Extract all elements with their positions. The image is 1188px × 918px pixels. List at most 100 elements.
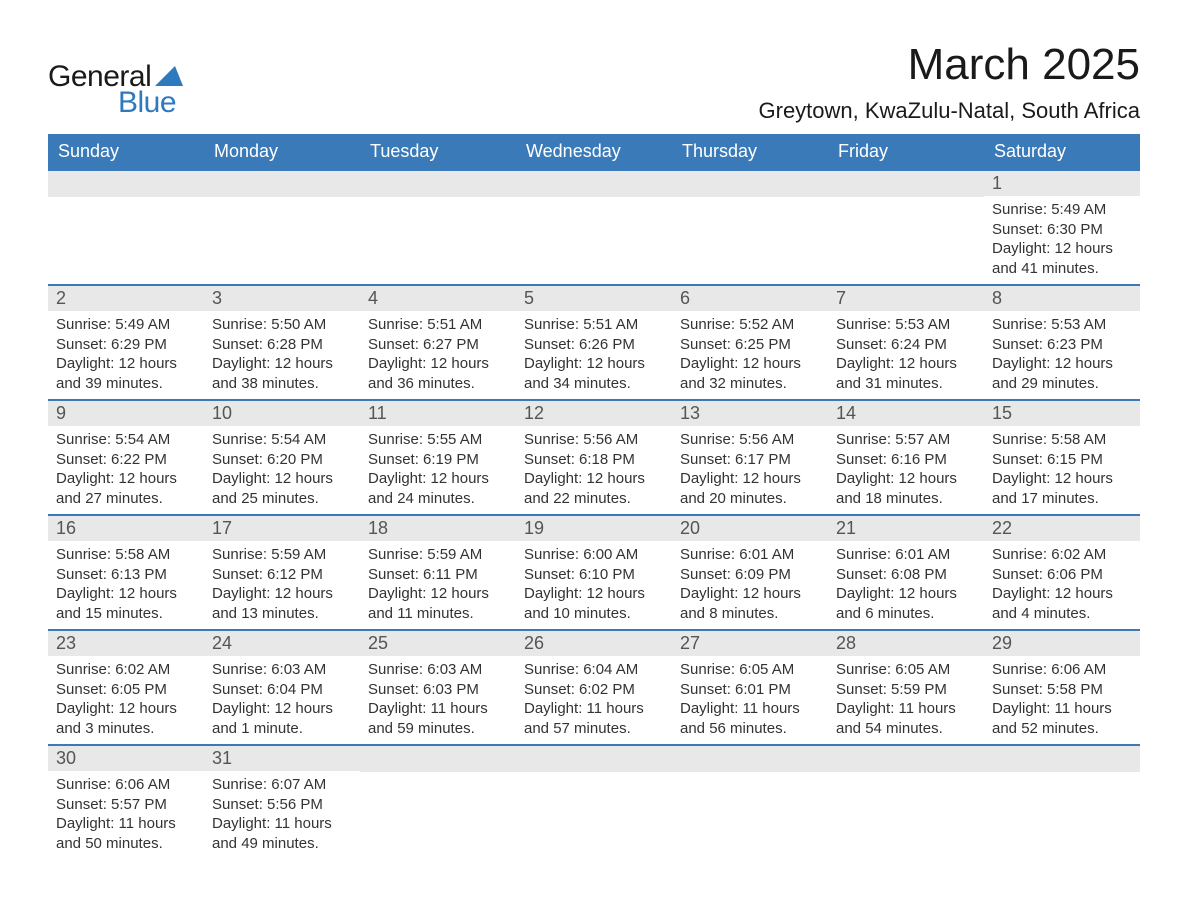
sunrise-line: Sunrise: 5:54 AM — [212, 430, 352, 450]
day-cell: 24Sunrise: 6:03 AMSunset: 6:04 PMDayligh… — [204, 629, 360, 744]
day-number: 15 — [984, 401, 1140, 426]
day-cell: 1Sunrise: 5:49 AMSunset: 6:30 PMDaylight… — [984, 169, 1140, 284]
day-body: Sunrise: 5:57 AMSunset: 6:16 PMDaylight:… — [828, 426, 984, 514]
day-body: Sunrise: 5:53 AMSunset: 6:23 PMDaylight:… — [984, 311, 1140, 399]
day-cell: 13Sunrise: 5:56 AMSunset: 6:17 PMDayligh… — [672, 399, 828, 514]
sunrise-line: Sunrise: 5:58 AM — [992, 430, 1132, 450]
sunset-line: Sunset: 6:19 PM — [368, 450, 508, 470]
sunset-line: Sunset: 6:29 PM — [56, 335, 196, 355]
empty-cell — [828, 744, 984, 859]
sunrise-line: Sunrise: 5:54 AM — [56, 430, 196, 450]
day-number: 9 — [48, 401, 204, 426]
brand-logo: General Blue — [48, 60, 183, 120]
sunset-line: Sunset: 6:06 PM — [992, 565, 1132, 585]
day-body: Sunrise: 6:04 AMSunset: 6:02 PMDaylight:… — [516, 656, 672, 744]
day-cell: 22Sunrise: 6:02 AMSunset: 6:06 PMDayligh… — [984, 514, 1140, 629]
sunrise-line: Sunrise: 5:57 AM — [836, 430, 976, 450]
day-cell: 9 Sunrise: 5:54 AMSunset: 6:22 PMDaylight… — [48, 399, 204, 514]
sunset-line: Sunset: 5:59 PM — [836, 680, 976, 700]
day-cell: 8Sunrise: 5:53 AMSunset: 6:23 PMDaylight… — [984, 284, 1140, 399]
sunrise-line: Sunrise: 6:01 AM — [680, 545, 820, 565]
day-cell: 15Sunrise: 5:58 AMSunset: 6:15 PMDayligh… — [984, 399, 1140, 514]
dow-header: Tuesday — [360, 134, 516, 169]
daylight-line: Daylight: 12 hours and 3 minutes. — [56, 699, 196, 738]
daylight-line: Daylight: 12 hours and 27 minutes. — [56, 469, 196, 508]
title-block: March 2025 Greytown, KwaZulu-Natal, Sout… — [759, 40, 1141, 124]
day-cell: 7Sunrise: 5:53 AMSunset: 6:24 PMDaylight… — [828, 284, 984, 399]
sunrise-line: Sunrise: 5:53 AM — [836, 315, 976, 335]
day-body: Sunrise: 5:52 AMSunset: 6:25 PMDaylight:… — [672, 311, 828, 399]
sunrise-line: Sunrise: 5:56 AM — [524, 430, 664, 450]
day-number: 12 — [516, 401, 672, 426]
day-cell: 25Sunrise: 6:03 AMSunset: 6:03 PMDayligh… — [360, 629, 516, 744]
page-header: General Blue March 2025 Greytown, KwaZul… — [48, 40, 1140, 124]
sunrise-line: Sunrise: 6:00 AM — [524, 545, 664, 565]
sunrise-line: Sunrise: 6:04 AM — [524, 660, 664, 680]
day-number: 26 — [516, 631, 672, 656]
empty-cell — [48, 169, 204, 284]
sunrise-line: Sunrise: 6:05 AM — [836, 660, 976, 680]
day-cell: 21Sunrise: 6:01 AMSunset: 6:08 PMDayligh… — [828, 514, 984, 629]
daylight-line: Daylight: 12 hours and 41 minutes. — [992, 239, 1132, 278]
day-cell: 18Sunrise: 5:59 AMSunset: 6:11 PMDayligh… — [360, 514, 516, 629]
day-body: Sunrise: 6:01 AMSunset: 6:09 PMDaylight:… — [672, 541, 828, 629]
sunrise-line: Sunrise: 6:03 AM — [212, 660, 352, 680]
day-cell: 5Sunrise: 5:51 AMSunset: 6:26 PMDaylight… — [516, 284, 672, 399]
day-number: 6 — [672, 286, 828, 311]
sunrise-line: Sunrise: 6:06 AM — [56, 775, 196, 795]
sunset-line: Sunset: 6:24 PM — [836, 335, 976, 355]
day-number: 13 — [672, 401, 828, 426]
daylight-line: Daylight: 12 hours and 25 minutes. — [212, 469, 352, 508]
sunset-line: Sunset: 6:08 PM — [836, 565, 976, 585]
sunrise-line: Sunrise: 6:02 AM — [56, 660, 196, 680]
sunrise-line: Sunrise: 6:01 AM — [836, 545, 976, 565]
day-cell: 16Sunrise: 5:58 AMSunset: 6:13 PMDayligh… — [48, 514, 204, 629]
daylight-line: Daylight: 12 hours and 8 minutes. — [680, 584, 820, 623]
day-body: Sunrise: 6:03 AMSunset: 6:03 PMDaylight:… — [360, 656, 516, 744]
sunset-line: Sunset: 6:15 PM — [992, 450, 1132, 470]
day-number: 2 — [48, 286, 204, 311]
day-cell: 14Sunrise: 5:57 AMSunset: 6:16 PMDayligh… — [828, 399, 984, 514]
daylight-line: Daylight: 12 hours and 13 minutes. — [212, 584, 352, 623]
daylight-line: Daylight: 11 hours and 56 minutes. — [680, 699, 820, 738]
sunrise-line: Sunrise: 6:02 AM — [992, 545, 1132, 565]
sunset-line: Sunset: 6:03 PM — [368, 680, 508, 700]
day-number: 16 — [48, 516, 204, 541]
day-cell: 26Sunrise: 6:04 AMSunset: 6:02 PMDayligh… — [516, 629, 672, 744]
day-body: Sunrise: 5:56 AMSunset: 6:18 PMDaylight:… — [516, 426, 672, 514]
sunset-line: Sunset: 5:56 PM — [212, 795, 352, 815]
daylight-line: Daylight: 12 hours and 6 minutes. — [836, 584, 976, 623]
day-body: Sunrise: 6:02 AMSunset: 6:06 PMDaylight:… — [984, 541, 1140, 629]
day-cell: 29Sunrise: 6:06 AMSunset: 5:58 PMDayligh… — [984, 629, 1140, 744]
day-cell: 27Sunrise: 6:05 AMSunset: 6:01 PMDayligh… — [672, 629, 828, 744]
daylight-line: Daylight: 11 hours and 49 minutes. — [212, 814, 352, 853]
daylight-line: Daylight: 12 hours and 4 minutes. — [992, 584, 1132, 623]
sunset-line: Sunset: 6:25 PM — [680, 335, 820, 355]
day-number: 21 — [828, 516, 984, 541]
dow-header: Sunday — [48, 134, 204, 169]
day-number: 29 — [984, 631, 1140, 656]
daylight-line: Daylight: 12 hours and 18 minutes. — [836, 469, 976, 508]
daylight-line: Daylight: 12 hours and 38 minutes. — [212, 354, 352, 393]
day-number: 28 — [828, 631, 984, 656]
daylight-line: Daylight: 12 hours and 11 minutes. — [368, 584, 508, 623]
sunset-line: Sunset: 6:05 PM — [56, 680, 196, 700]
day-body: Sunrise: 6:00 AMSunset: 6:10 PMDaylight:… — [516, 541, 672, 629]
day-body: Sunrise: 6:01 AMSunset: 6:08 PMDaylight:… — [828, 541, 984, 629]
sunrise-line: Sunrise: 5:55 AM — [368, 430, 508, 450]
daylight-line: Daylight: 12 hours and 15 minutes. — [56, 584, 196, 623]
day-number: 22 — [984, 516, 1140, 541]
sunrise-line: Sunrise: 6:06 AM — [992, 660, 1132, 680]
day-body: Sunrise: 6:05 AMSunset: 6:01 PMDaylight:… — [672, 656, 828, 744]
sunset-line: Sunset: 5:58 PM — [992, 680, 1132, 700]
day-cell: 4Sunrise: 5:51 AMSunset: 6:27 PMDaylight… — [360, 284, 516, 399]
daylight-line: Daylight: 12 hours and 39 minutes. — [56, 354, 196, 393]
sunrise-line: Sunrise: 5:59 AM — [212, 545, 352, 565]
empty-cell — [984, 744, 1140, 859]
empty-cell — [516, 169, 672, 284]
day-cell: 3Sunrise: 5:50 AMSunset: 6:28 PMDaylight… — [204, 284, 360, 399]
sunset-line: Sunset: 6:16 PM — [836, 450, 976, 470]
day-body: Sunrise: 6:06 AMSunset: 5:58 PMDaylight:… — [984, 656, 1140, 744]
sunrise-line: Sunrise: 5:59 AM — [368, 545, 508, 565]
sunset-line: Sunset: 6:22 PM — [56, 450, 196, 470]
